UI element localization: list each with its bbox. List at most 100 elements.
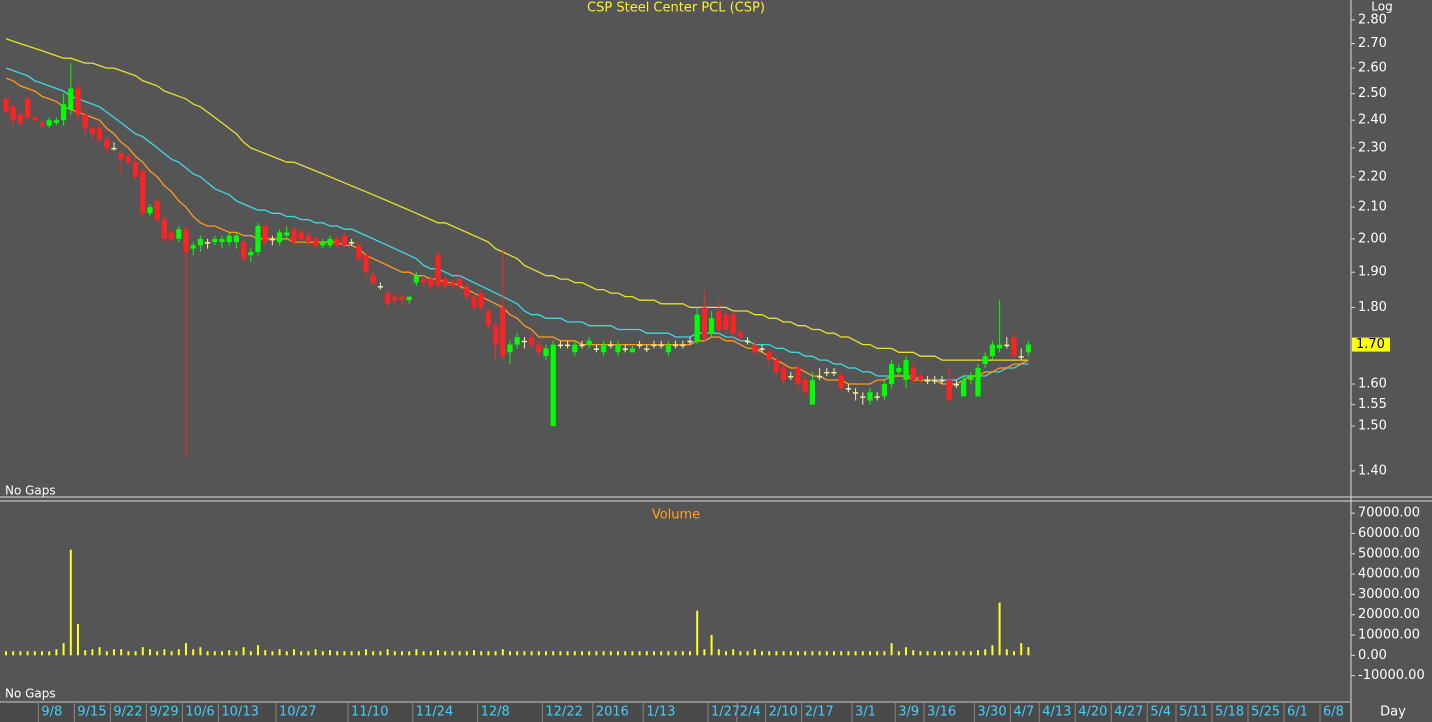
candle-body <box>817 375 823 378</box>
candle-body <box>111 147 117 150</box>
candle-body <box>989 344 995 357</box>
volume-bar <box>833 651 835 656</box>
volume-bar <box>98 647 101 656</box>
volume-bar <box>329 650 331 656</box>
candle-body <box>255 225 261 252</box>
candle-body <box>32 117 38 121</box>
x-tick-label: 2016 <box>596 705 629 720</box>
x-tick-label: 9/8 <box>41 705 62 720</box>
volume-bar <box>206 651 209 656</box>
volume-bar <box>681 651 684 656</box>
x-tick-label: 12/22 <box>545 705 582 720</box>
volume-bar <box>725 651 727 656</box>
volume-bar <box>861 651 864 656</box>
volume-bar <box>804 651 807 656</box>
candle-body <box>485 311 491 326</box>
volume-bar <box>624 651 627 656</box>
volume-bar <box>595 651 598 656</box>
candle-body <box>147 207 153 214</box>
candle-body <box>896 367 902 372</box>
volume-bar <box>905 647 907 656</box>
candle-body <box>241 242 247 259</box>
candle-body <box>334 238 340 246</box>
volume-bar <box>941 651 943 656</box>
candle-body <box>946 379 952 401</box>
volume-bar <box>293 649 295 656</box>
x-tick-label: 5/11 <box>1179 705 1208 720</box>
candle-body <box>644 348 650 350</box>
candle-body <box>1011 336 1017 357</box>
candle-body <box>1018 356 1024 358</box>
candle-body <box>61 104 67 121</box>
candle-body <box>75 88 81 115</box>
candle-body <box>125 156 131 163</box>
volume-bar <box>617 651 619 656</box>
y-tick-label: 60000.00 <box>1358 526 1420 541</box>
volume-bar <box>818 651 821 656</box>
candle-body <box>932 379 938 382</box>
candle-body <box>377 286 383 288</box>
candle-body <box>637 344 643 347</box>
candle-body <box>248 251 254 256</box>
candle-body <box>3 98 9 113</box>
volume-bar <box>422 651 425 656</box>
x-tick-label: 4/20 <box>1078 705 1107 720</box>
volume-bar <box>768 651 771 656</box>
y-tick-label: 1.40 <box>1358 463 1387 478</box>
x-tick-label: 3/30 <box>977 705 1006 720</box>
y-tick-label: 30000.00 <box>1358 587 1420 602</box>
volume-bar <box>559 651 562 656</box>
volume-bar <box>33 651 36 656</box>
y-tick-label: 1.80 <box>1358 300 1387 315</box>
axis-label: Log <box>1371 0 1392 14</box>
candle-body <box>449 282 455 287</box>
volume-bar <box>26 651 29 656</box>
volume-bar <box>732 649 735 656</box>
candle-body <box>313 238 319 246</box>
volume-bar <box>465 651 468 656</box>
volume-bar <box>926 651 929 656</box>
candle-body <box>392 296 398 301</box>
candle-body <box>917 375 923 380</box>
candle-body <box>89 128 95 134</box>
volume-bar <box>689 651 691 656</box>
volume-bar <box>415 649 418 656</box>
chart-title: CSP Steel Center PCL (CSP) <box>587 1 765 16</box>
candle-body <box>867 392 873 401</box>
volume-bar <box>840 651 843 656</box>
candle-body <box>968 375 974 380</box>
candle-body <box>550 344 556 427</box>
volume-bar <box>602 651 605 656</box>
y-tick-label: 1.50 <box>1358 419 1387 434</box>
candle-body <box>709 318 715 334</box>
volume-bar <box>1027 647 1030 656</box>
volume-bar <box>660 651 663 656</box>
candle-body <box>701 307 707 337</box>
volume-bar <box>401 651 403 656</box>
y-tick-label: 50000.00 <box>1358 546 1420 561</box>
volume-bar <box>120 649 123 656</box>
candle-body <box>370 275 376 283</box>
moving-average <box>5 77 1029 385</box>
volume-bar <box>12 651 15 656</box>
volume-bar <box>919 651 922 656</box>
candle-body <box>752 344 758 353</box>
candle-body <box>615 344 621 353</box>
candle-body <box>975 367 981 397</box>
candle-body <box>953 384 959 386</box>
candle-body <box>291 229 297 243</box>
x-tick-label: 11/10 <box>351 705 388 720</box>
candle-body <box>104 139 110 148</box>
volume-bar <box>825 651 828 656</box>
volume-bar <box>69 549 72 656</box>
x-tick-label: 4/7 <box>1013 705 1034 720</box>
moving-average <box>5 67 1029 381</box>
volume-bar <box>113 649 115 656</box>
volume-bar <box>588 651 591 656</box>
candle-body <box>622 348 628 350</box>
candle-body <box>1025 344 1031 353</box>
x-tick-label: 5/18 <box>1215 705 1244 720</box>
x-tick-label: 2/17 <box>805 705 834 720</box>
